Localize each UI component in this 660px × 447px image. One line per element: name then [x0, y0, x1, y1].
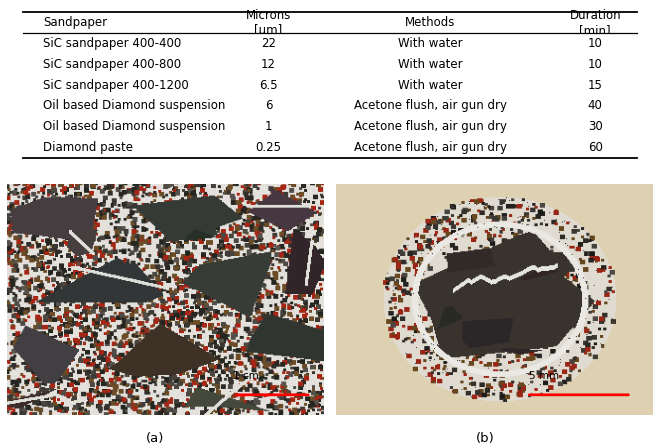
- Text: (a): (a): [146, 432, 164, 445]
- Text: 1 cm: 1 cm: [233, 371, 259, 381]
- Text: (b): (b): [476, 432, 494, 445]
- Text: 5 mm: 5 mm: [529, 371, 559, 381]
